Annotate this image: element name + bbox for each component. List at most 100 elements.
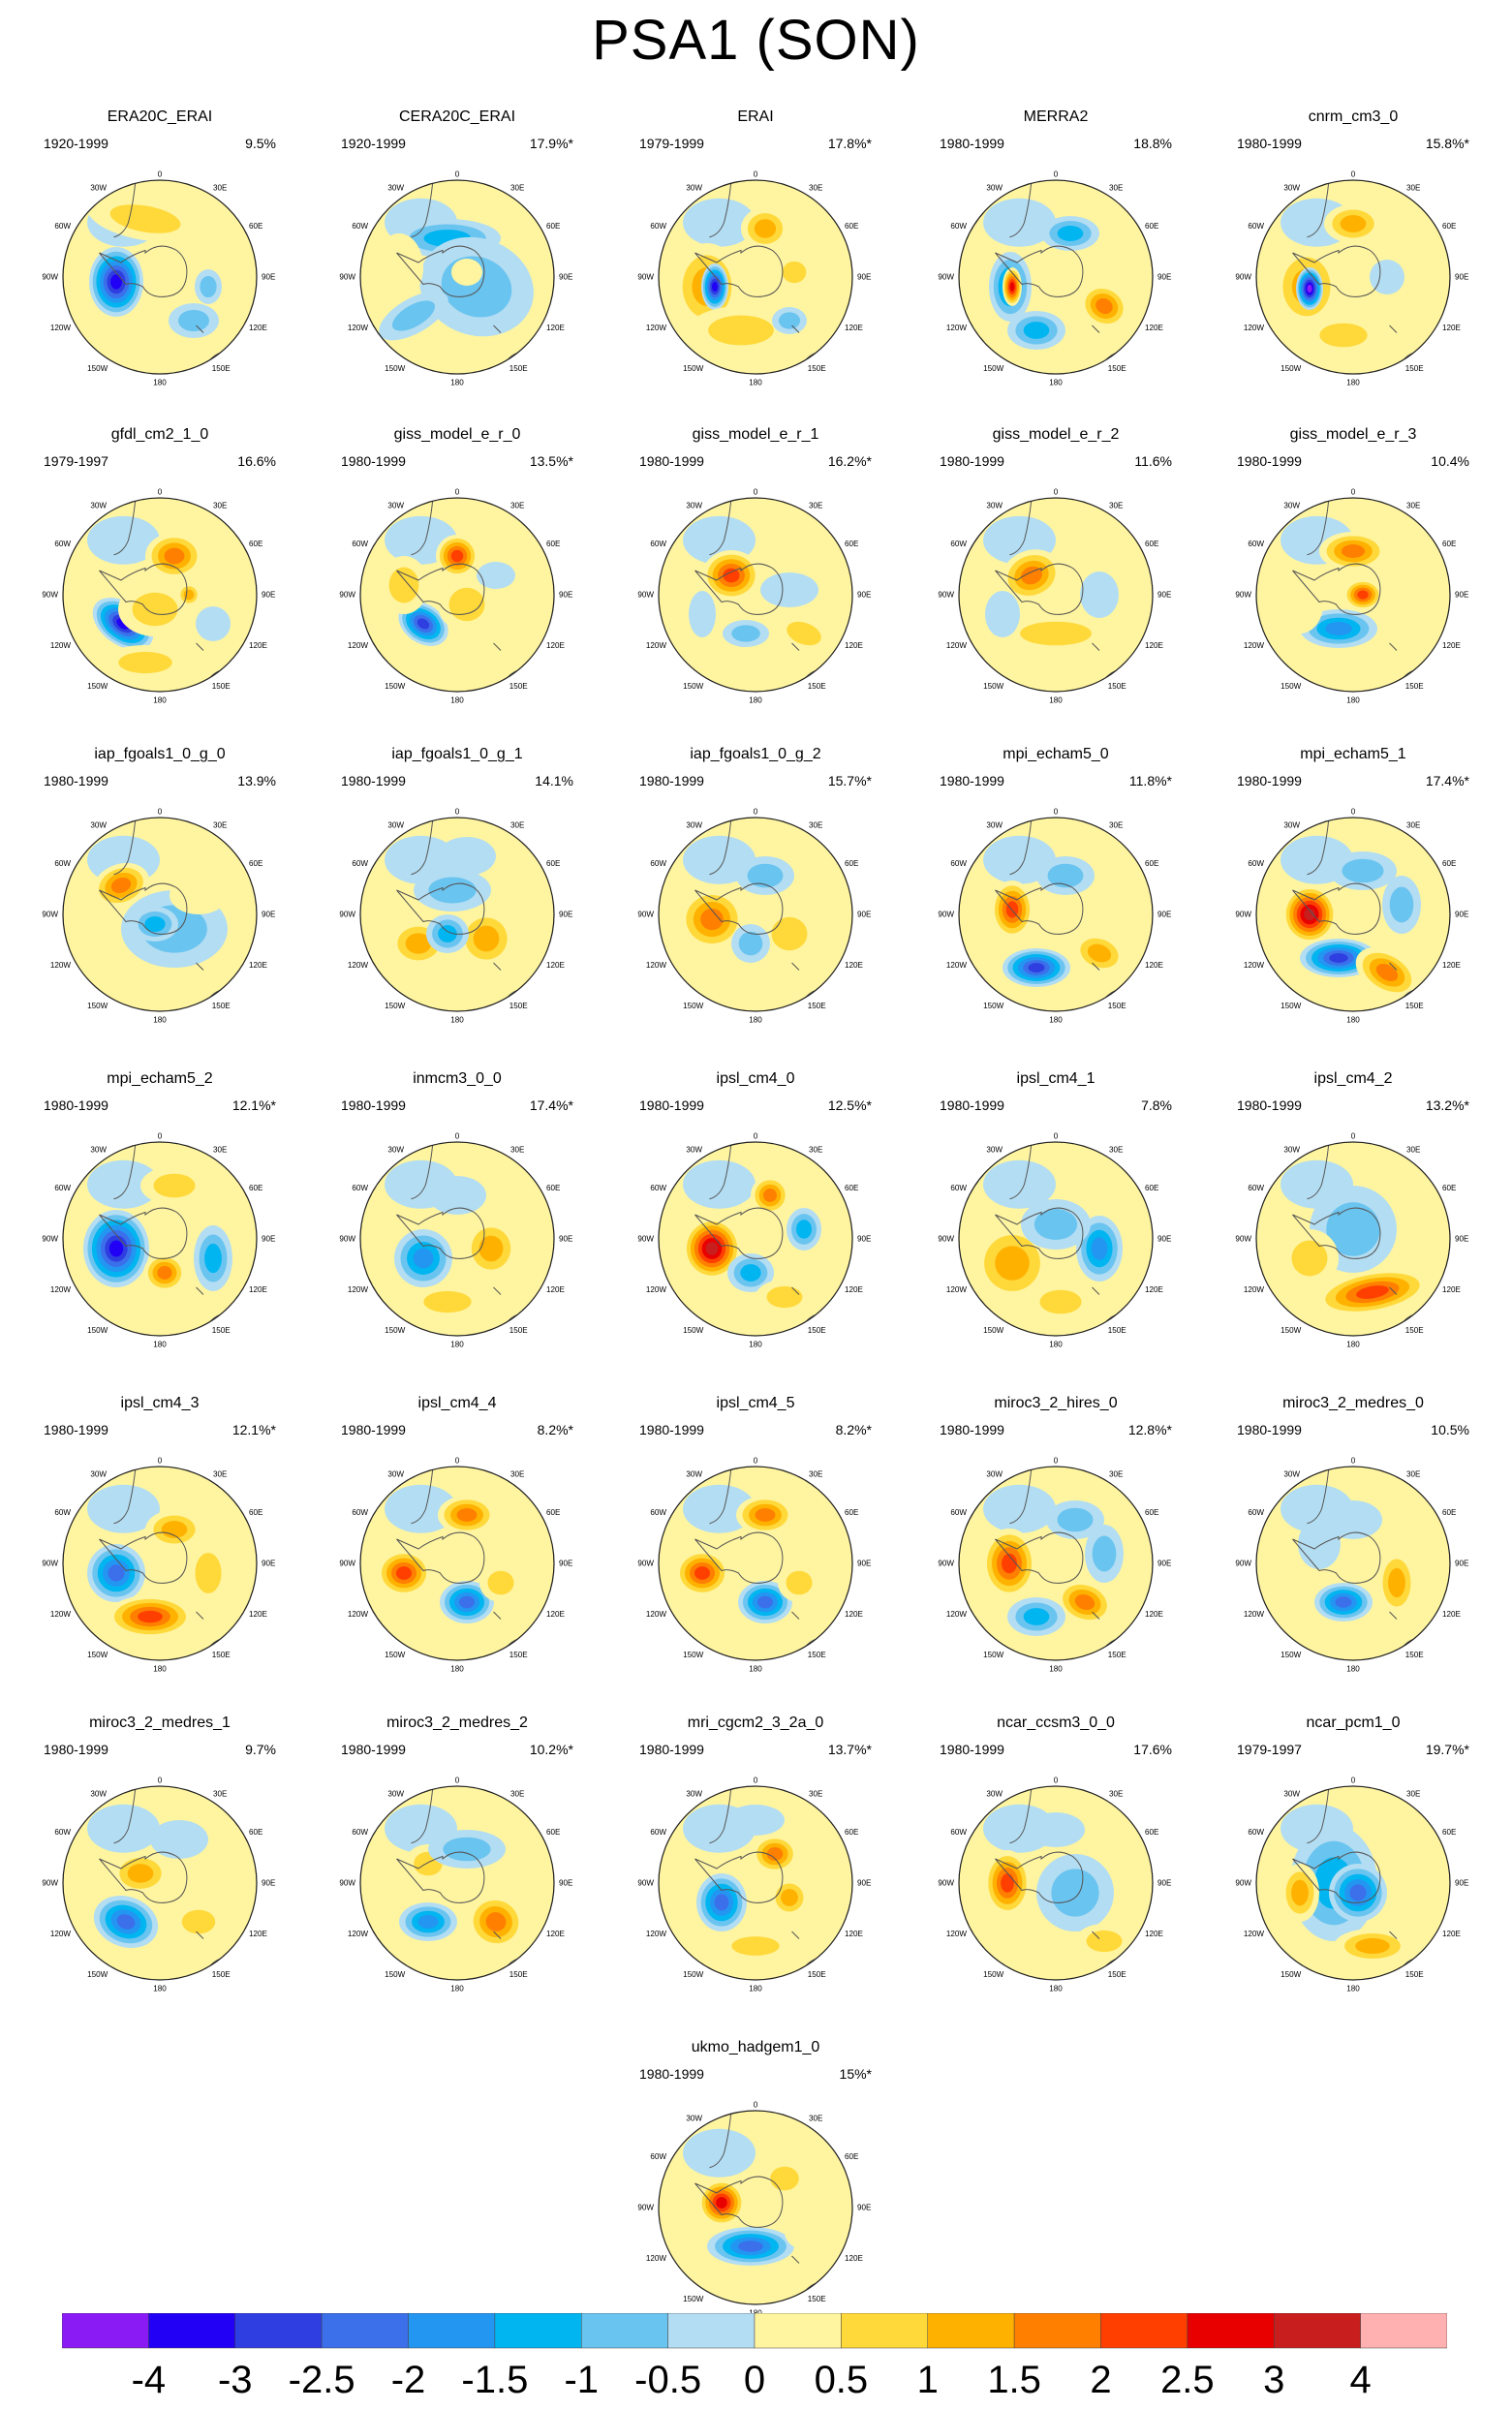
field-background — [1256, 818, 1450, 1011]
lon-label-tr: 30E — [1406, 1470, 1421, 1479]
panel-variance: 16.2%* — [827, 453, 872, 469]
panel-period: 1979-1997 — [44, 453, 108, 469]
map-panel: ERA20C_ERAI 1920-1999 9.5% 0 30E 60E 90E 120E 15… — [15, 108, 305, 418]
panel-title: ipsl_cm4_2 — [1313, 1070, 1393, 1087]
lon-label-tl: 30W — [686, 2115, 702, 2123]
anomaly-contour — [388, 567, 419, 603]
lon-label-right: 90E — [1157, 273, 1172, 282]
lon-label-tr: 30E — [1406, 502, 1421, 510]
anomaly-contour — [161, 1521, 188, 1538]
map-border — [658, 2110, 853, 2305]
lon-label-right_upper: 60E — [845, 1828, 859, 1837]
coastline — [709, 180, 732, 238]
anomaly-contour — [983, 1484, 1056, 1533]
lon-label-right_upper: 60E — [1442, 222, 1457, 231]
lon-label-bottom: 180 — [749, 1984, 762, 1993]
lon-label-left: 90W — [339, 273, 355, 282]
map-panel: iap_fgoals1_0_g_1 1980-1999 14.1% 0 30E 60E 90… — [312, 746, 602, 1056]
coastline — [99, 563, 188, 615]
map-border — [658, 1785, 853, 1981]
lon-label-left: 90W — [42, 911, 58, 919]
map-border — [62, 1466, 258, 1661]
map-border — [359, 1141, 555, 1337]
lon-label-bl: 150W — [385, 1326, 406, 1335]
map-border — [1255, 179, 1451, 375]
lon-label-tl: 30W — [686, 502, 702, 510]
coastline — [113, 1142, 137, 1200]
anomaly-contour — [456, 1508, 478, 1522]
anomaly-contour — [110, 274, 122, 290]
lon-label-top: 0 — [754, 1456, 758, 1465]
panel-variance: 10.2%* — [529, 1742, 573, 1757]
lon-label-tr: 30E — [809, 1146, 823, 1155]
lon-label-tl: 30W — [686, 1146, 702, 1155]
lon-label-bottom: 180 — [450, 695, 464, 704]
anomaly-contour — [983, 198, 1056, 247]
anomaly-contour — [473, 925, 500, 952]
coastline — [1009, 498, 1033, 556]
anomaly-contour — [66, 309, 138, 361]
lon-label-bottom: 180 — [1346, 1984, 1360, 1993]
anomaly-contour — [760, 572, 818, 607]
map-border — [359, 1466, 555, 1661]
field-background — [659, 1142, 852, 1336]
lon-label-top: 0 — [754, 170, 758, 178]
anomaly-contour — [1095, 297, 1113, 315]
colorbar-label: 1 — [917, 2359, 939, 2401]
panel-period: 1980-1999 — [1237, 453, 1302, 469]
anomaly-contour — [1375, 964, 1399, 981]
panel-period: 1980-1999 — [639, 773, 704, 788]
lon-label-right_lower: 120E — [1145, 324, 1164, 332]
lon-label-right_upper: 60E — [1145, 540, 1159, 548]
anomaly-contour — [87, 1804, 160, 1853]
coastline — [1292, 245, 1381, 297]
lon-label-top: 0 — [158, 1776, 163, 1784]
panel-period: 1980-1999 — [341, 1097, 406, 1113]
lon-label-right_lower: 120E — [1145, 961, 1164, 970]
map-border — [1255, 1141, 1451, 1337]
map-border — [359, 1785, 555, 1981]
coastline — [1307, 498, 1330, 556]
lon-label-right_upper: 60E — [249, 1184, 263, 1192]
lon-label-left: 90W — [637, 1879, 654, 1888]
lon-label-tl: 30W — [90, 1470, 107, 1479]
map-border — [1255, 1785, 1451, 1981]
field-background — [63, 1467, 257, 1660]
lon-label-left: 90W — [637, 1235, 654, 1244]
anomaly-contour — [1307, 284, 1312, 294]
lon-label-br: 150E — [212, 1651, 231, 1659]
lon-label-bottom: 180 — [153, 1984, 167, 1993]
lon-label-left: 90W — [42, 1235, 58, 1244]
lon-label-left_lower: 120W — [946, 1285, 968, 1294]
polar-map: 0 30E 60E 90E 120E 150E 180 150W 120W 90W 60W 30W — [938, 1776, 1172, 1993]
panel-title: ipsl_cm4_0 — [716, 1070, 795, 1087]
lon-label-tl: 30W — [986, 502, 1003, 510]
polar-map: 0 30E 60E 90E 120E 150E 180 150W 120W 90W 60W 30W — [1235, 487, 1469, 704]
lon-label-bl: 150W — [983, 1970, 1004, 1979]
lon-label-right_upper: 60E — [1145, 1508, 1159, 1517]
coastline — [1009, 818, 1033, 876]
lon-label-left_upper: 60W — [352, 1828, 368, 1837]
lon-label-tl: 30W — [686, 1790, 702, 1799]
lon-label-br: 150E — [808, 1651, 827, 1659]
lon-label-tr: 30E — [510, 821, 525, 830]
lon-label-left: 90W — [1235, 1560, 1251, 1568]
lon-label-right: 90E — [262, 911, 276, 919]
lon-label-tl: 30W — [387, 1470, 404, 1479]
panel-variance: 17.9%* — [529, 136, 573, 151]
panel-period: 1980-1999 — [341, 1422, 406, 1437]
lon-label-bl: 150W — [983, 364, 1004, 373]
coastline — [113, 498, 137, 556]
lon-label-bottom: 180 — [749, 1664, 762, 1673]
lon-label-top: 0 — [754, 1776, 758, 1784]
map-border — [958, 1141, 1154, 1337]
coastline — [396, 1851, 485, 1903]
coastline — [99, 1851, 188, 1903]
panel-period: 1979-1997 — [1237, 1742, 1302, 1757]
coastline — [694, 245, 784, 297]
colorbar-swatch — [494, 2313, 582, 2349]
lon-label-bl: 150W — [983, 1651, 1004, 1659]
anomaly-contour — [127, 1864, 154, 1883]
lon-label-top: 0 — [158, 170, 163, 178]
lon-label-bl: 150W — [87, 364, 108, 373]
